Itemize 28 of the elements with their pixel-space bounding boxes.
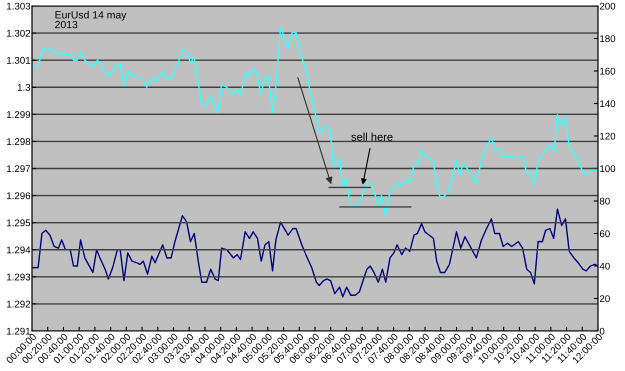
- y-tick-label: 1.295: [7, 219, 30, 226]
- y-tick-label: 1.293: [7, 274, 30, 280]
- y-tick-label: 1.298: [7, 138, 30, 146]
- y2-tick-label: 120: [600, 132, 616, 140]
- y-tick-label: 1.303: [7, 2, 30, 10]
- y-tick-label: 1.302: [7, 30, 30, 37]
- y2-tick-label: 60: [600, 230, 610, 238]
- y-tick-label: 1.299: [7, 111, 30, 118]
- y-tick-label: 1.297: [7, 165, 30, 172]
- y2-tick-label: 0: [600, 328, 604, 335]
- y2-tick-label: 20: [600, 295, 610, 302]
- y-tick-label: 1.292: [7, 300, 30, 308]
- y-tick-label: 1.301: [7, 56, 30, 64]
- y2-tick-label: 140: [600, 100, 616, 108]
- text: EurUsd 14 may 2013: [55, 10, 126, 28]
- y2-tick-label: 80: [600, 198, 610, 205]
- y-tick-label: 1.294: [7, 246, 30, 254]
- y-tick-label: 1.3: [18, 84, 30, 91]
- y2-tick-label: 160: [600, 68, 616, 75]
- line-series: [32, 26, 598, 216]
- line-series: [32, 208, 598, 298]
- annotation: sell here: [351, 132, 393, 141]
- y2-tick-label: 180: [600, 35, 616, 42]
- y-tick-label: 1.296: [7, 192, 30, 200]
- y-tick-label: 1.291: [7, 328, 30, 335]
- y2-tick-label: 40: [600, 262, 610, 270]
- y2-tick-label: 200: [600, 2, 616, 10]
- y2-tick-label: 100: [600, 165, 616, 172]
